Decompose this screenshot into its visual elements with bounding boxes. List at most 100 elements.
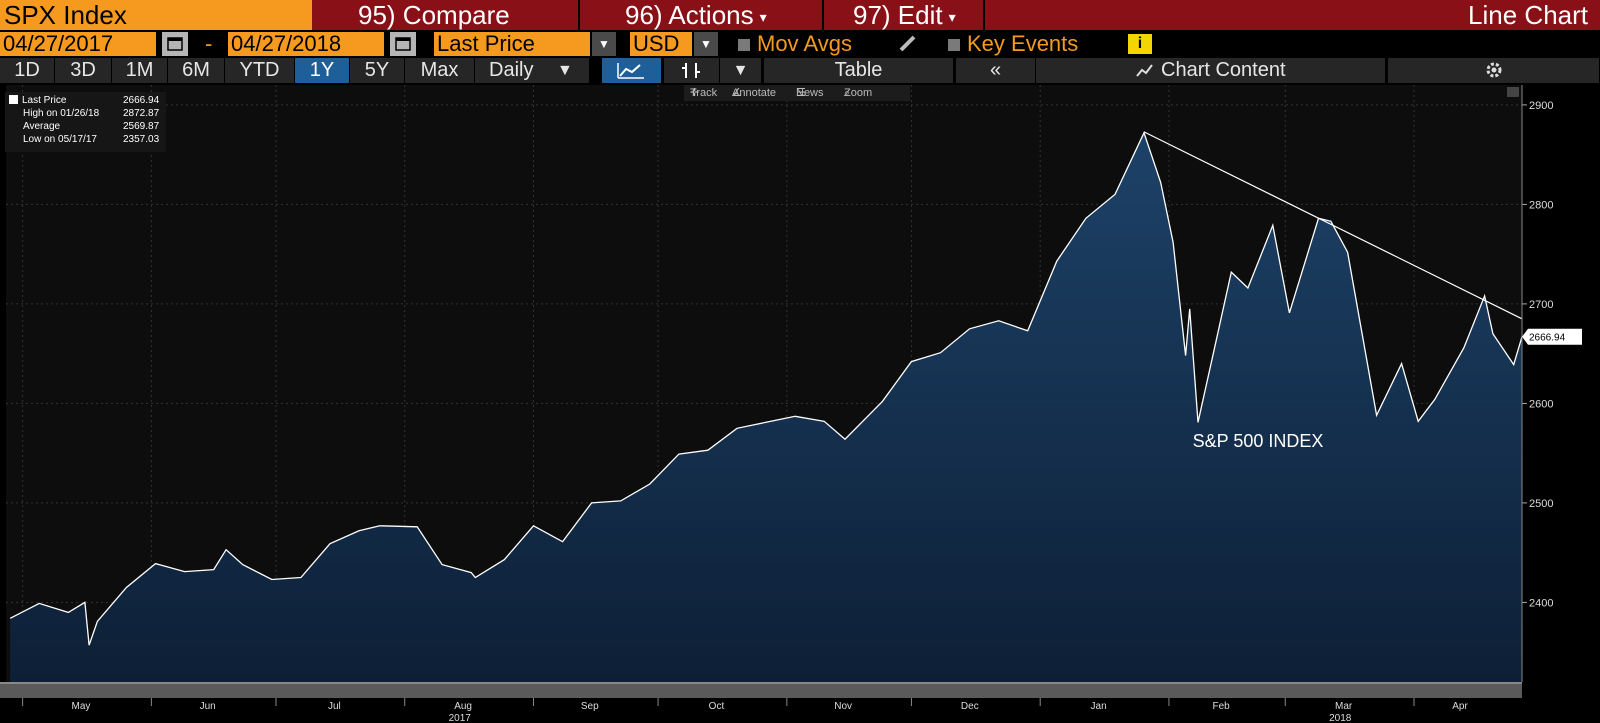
settings-bar: 04/27/2017 - 04/27/2018 Last Price ▼ USD… [0, 30, 1600, 58]
chevron-down-icon: ▼ [557, 62, 573, 79]
field-select[interactable]: Last Price [434, 32, 590, 56]
edit-label: 97) Edit [853, 0, 943, 30]
range-6m[interactable]: 6M [168, 58, 225, 83]
x-axis-baseline [0, 682, 1522, 684]
line-chart-icon[interactable] [602, 58, 662, 83]
caret-down-icon: ▾ [759, 9, 767, 26]
x-tick-label: Nov [834, 701, 852, 712]
gear-icon[interactable] [1388, 58, 1600, 83]
y-tick-label: 2400 [1529, 597, 1553, 609]
x-year-label: 2017 [449, 713, 472, 723]
chart-type-title: Line Chart [1468, 0, 1588, 30]
key-events-checkbox[interactable] [948, 39, 960, 51]
chevron-down-icon[interactable]: ▼ [694, 32, 718, 56]
range-ytd[interactable]: YTD [225, 58, 295, 83]
legend-row-last: Last Price [9, 94, 66, 107]
frequency-label: Daily [489, 59, 534, 81]
x-tick-label: Dec [961, 701, 979, 712]
range-toolbar: 1D 3D 1M 6M YTD 1Y 5Y Max Daily ▼ ▼ Tabl… [0, 58, 1600, 85]
range-1d[interactable]: 1D [0, 58, 55, 83]
y-axis: 2400 2500 2600 2700 2800 2900 [1521, 85, 1553, 682]
divider [822, 0, 824, 30]
x-tick-label: Feb [1212, 701, 1230, 712]
range-max[interactable]: Max [405, 58, 475, 83]
start-date-field[interactable]: 04/27/2017 [0, 32, 156, 56]
chevron-down-icon[interactable]: ▼ [720, 58, 762, 83]
legend-label: High on 01/26/18 [23, 108, 100, 119]
legend-label: Last Price [22, 95, 67, 106]
x-tick-label: Jun [200, 701, 216, 712]
range-1y[interactable]: 1Y [295, 58, 350, 83]
caret-down-icon: ▾ [948, 9, 956, 26]
price-chart[interactable]: 2400 2500 2600 2700 2800 2900 May Jun Jul Aug Sep… [0, 85, 1600, 723]
collapse-button[interactable]: « [956, 58, 1036, 83]
info-icon[interactable]: i [1128, 34, 1152, 54]
news-icon: ☰ [796, 87, 806, 99]
x-tick-label: Sep [581, 701, 599, 712]
scroll-bar[interactable] [0, 684, 1522, 698]
divider [578, 0, 580, 30]
range-1m[interactable]: 1M [112, 58, 168, 83]
ticker-field[interactable]: SPX Index [0, 0, 312, 30]
legend-row-average: Average [9, 120, 60, 133]
price-area [10, 132, 1523, 683]
x-tick-label: Jul [328, 701, 341, 712]
actions-label: 96) Actions [625, 0, 754, 30]
last-price-tag-label: 2666.94 [1529, 333, 1566, 344]
x-tick-label: Jan [1091, 701, 1107, 712]
x-axis: May Jun Jul Aug Sep Oct Nov Dec Jan Feb Mar Apr 2017… [22, 698, 1468, 723]
legend-row-low: Low on 05/17/17 [9, 133, 97, 146]
y-tick-label: 2500 [1529, 498, 1553, 510]
series-annotation: S&P 500 INDEX [1193, 431, 1324, 451]
legend-row-high: High on 01/26/18 [9, 107, 99, 120]
compare-menu[interactable]: 95) Compare [358, 0, 510, 30]
frequency-select[interactable]: Daily ▼ [475, 58, 590, 83]
range-5y[interactable]: 5Y [350, 58, 405, 83]
calendar-icon[interactable] [162, 32, 188, 56]
crosshair-icon: ✛ [690, 87, 700, 99]
x-year-label: 2018 [1329, 713, 1352, 723]
chevron-down-icon[interactable]: ▼ [592, 32, 616, 56]
end-date-field[interactable]: 04/27/2018 [228, 32, 384, 56]
zoom-icon: ⌕ [844, 87, 851, 99]
mov-avgs-checkbox[interactable] [738, 39, 750, 51]
expand-axis-button[interactable] [1507, 87, 1519, 97]
y-tick-label: 2900 [1529, 100, 1553, 112]
edit-menu[interactable]: 97) Edit ▾ [853, 0, 956, 30]
legend-swatch [9, 95, 18, 104]
legend-value: 2569.87 [123, 121, 160, 132]
chart-legend: Last Price 2666.94 High on 01/26/18 2872… [5, 92, 166, 152]
news-label: News [796, 87, 824, 99]
legend-value: 2666.94 [123, 95, 160, 106]
compare-label: 95) Compare [358, 0, 510, 30]
key-events-label: Key Events [967, 31, 1079, 56]
legend-value: 2357.03 [123, 134, 160, 145]
bars-icon[interactable] [664, 58, 720, 83]
legend-label: Average [23, 121, 61, 132]
annotate-label: Annotate [732, 87, 777, 99]
mov-avgs-label: Mov Avgs [757, 31, 852, 56]
table-button[interactable]: Table [764, 58, 954, 83]
x-tick-label: Mar [1335, 701, 1353, 712]
x-tick-label: Oct [709, 701, 725, 712]
pencil-icon[interactable] [896, 34, 920, 54]
currency-select[interactable]: USD [630, 32, 692, 56]
chart-tools: ✛ Track ∠ Annotate ☰ News ⌕ Zoom [684, 85, 910, 101]
chart-content-label: Chart Content [1161, 59, 1286, 81]
divider [983, 0, 985, 30]
function-bar: SPX Index 95) Compare 96) Actions ▾ 97) E… [0, 0, 1600, 30]
x-tick-label: Aug [454, 701, 472, 712]
calendar-icon[interactable] [390, 32, 416, 56]
y-tick-label: 2600 [1529, 398, 1553, 410]
y-tick-label: 2800 [1529, 199, 1553, 211]
x-tick-label: May [72, 701, 91, 712]
actions-menu[interactable]: 96) Actions ▾ [625, 0, 767, 30]
zoom-label: Zoom [844, 87, 873, 99]
range-3d[interactable]: 3D [55, 58, 112, 83]
chart-content-button[interactable]: Chart Content [1036, 58, 1386, 83]
date-range-dash: - [205, 31, 213, 56]
track-label: Track [690, 87, 718, 99]
pencil-icon: ∠ [732, 87, 742, 99]
y-tick-label: 2700 [1529, 299, 1553, 311]
x-tick-label: Apr [1452, 701, 1468, 712]
